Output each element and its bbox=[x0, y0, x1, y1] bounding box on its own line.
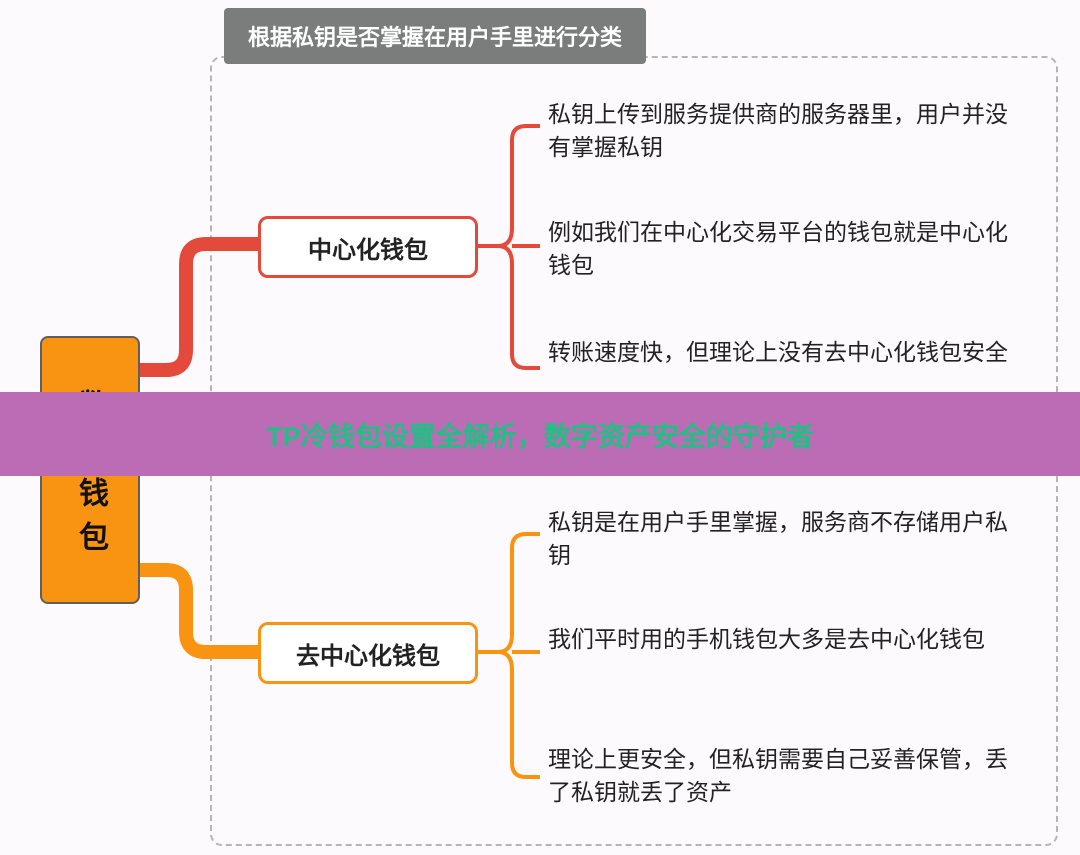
leaf-text: 理论上更安全，但私钥需要自己妥善保管，丢了私钥就丢了资产 bbox=[548, 743, 1028, 810]
category-label: 去中心化钱包 bbox=[296, 636, 440, 671]
leaf-text: 私钥上传到服务提供商的服务器里，用户并没有掌握私钥 bbox=[548, 98, 1028, 165]
category-node-centralized: 中心化钱包 bbox=[258, 216, 478, 278]
leaf-text: 私钥是在用户手里掌握，服务商不存储用户私钥 bbox=[548, 506, 1028, 573]
category-label: 中心化钱包 bbox=[308, 230, 428, 265]
leaf-text: 转账速度快，但理论上没有去中心化钱包安全 bbox=[548, 336, 1028, 369]
classification-title: 根据私钥是否掌握在用户手里进行分类 bbox=[248, 25, 622, 50]
overlay-banner: TP冷钱包设置全解析，数字资产安全的守护者 bbox=[0, 392, 1080, 476]
leaf-text: 我们平时用的手机钱包大多是去中心化钱包 bbox=[548, 623, 1028, 656]
classification-title-box: 根据私钥是否掌握在用户手里进行分类 bbox=[224, 8, 646, 64]
overlay-banner-text: TP冷钱包设置全解析，数字资产安全的守护者 bbox=[266, 415, 814, 454]
category-node-decentralized: 去中心化钱包 bbox=[258, 622, 478, 684]
leaf-text: 例如我们在中心化交易平台的钱包就是中心化钱包 bbox=[548, 216, 1028, 283]
